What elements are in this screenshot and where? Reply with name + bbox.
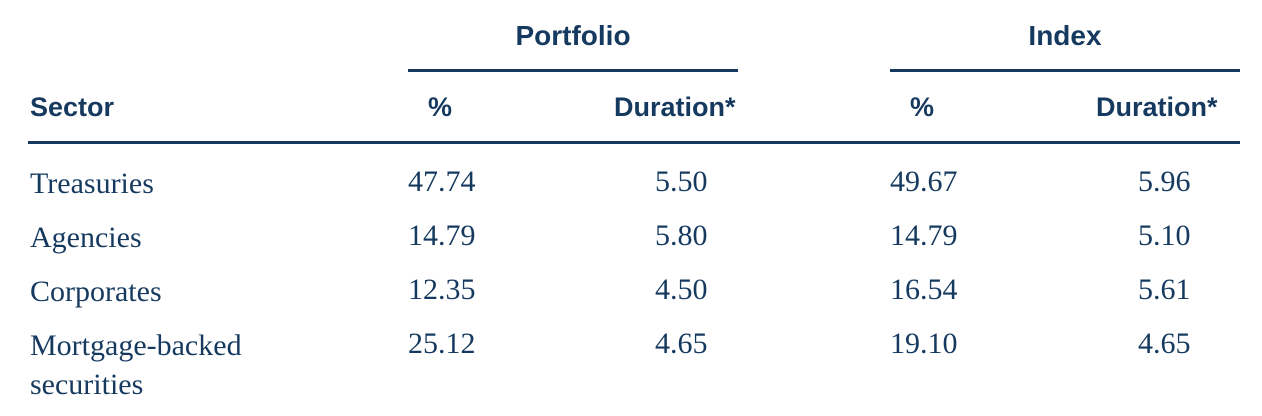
table-row: Mortgage-backed securities 25.12 4.65 19… <box>0 326 1262 411</box>
column-header-portfolio-duration: Duration* <box>614 92 736 122</box>
portfolio-pct-cell: 14.79 <box>408 219 476 252</box>
column-header-index-duration: Duration* <box>1096 92 1218 122</box>
group-header-portfolio: Portfolio <box>515 20 631 51</box>
sector-cell: Agencies <box>30 221 142 254</box>
table-row: Treasuries 47.74 5.50 49.67 5.96 <box>0 164 1262 216</box>
group-header-index: Index <box>1028 20 1102 51</box>
portfolio-pct-cell: 47.74 <box>408 165 476 198</box>
portfolio-pct-cell: 12.35 <box>408 273 476 306</box>
index-duration-cell: 5.10 <box>1138 219 1191 252</box>
table-row: Corporates 12.35 4.50 16.54 5.61 <box>0 272 1262 324</box>
index-duration-cell: 4.65 <box>1138 327 1191 360</box>
index-pct-cell: 19.10 <box>890 327 958 360</box>
index-pct-cell: 49.67 <box>890 165 958 198</box>
index-pct-cell: 16.54 <box>890 273 958 306</box>
index-duration-cell: 5.96 <box>1138 165 1191 198</box>
sector-cell: Mortgage-backed securities <box>30 329 242 401</box>
header-rule <box>28 141 1240 144</box>
table-row: Agencies 14.79 5.80 14.79 5.10 <box>0 218 1262 270</box>
group-rule-index <box>890 69 1240 72</box>
portfolio-duration-cell: 4.50 <box>655 273 708 306</box>
portfolio-pct-cell: 25.12 <box>408 327 476 360</box>
index-pct-cell: 14.79 <box>890 219 958 252</box>
group-rule-portfolio <box>408 69 738 72</box>
portfolio-duration-cell: 5.50 <box>655 165 708 198</box>
sector-cell: Treasuries <box>30 167 154 200</box>
portfolio-duration-cell: 4.65 <box>655 327 708 360</box>
column-header-index-pct: % <box>910 92 935 122</box>
sector-cell: Corporates <box>30 275 162 308</box>
column-header-portfolio-pct: % <box>428 92 453 122</box>
index-duration-cell: 5.61 <box>1138 273 1191 306</box>
column-header-sector: Sector <box>30 92 115 122</box>
portfolio-duration-cell: 5.80 <box>655 219 708 252</box>
